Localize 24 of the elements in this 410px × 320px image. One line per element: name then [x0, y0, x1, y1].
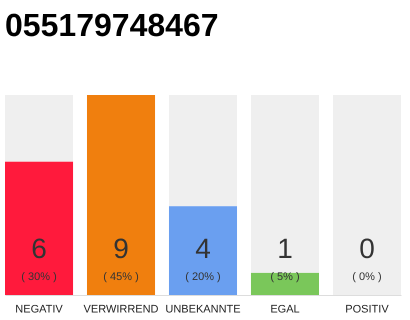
bar: [250, 272, 320, 295]
bar: [168, 95, 238, 206]
annotation: ( 45% ): [103, 271, 139, 283]
x-tick-label: VERWIRREND: [84, 304, 159, 316]
chart-title: 055179748467: [5, 7, 219, 43]
x-tick-label: EGAL: [270, 304, 300, 316]
bar: [168, 206, 238, 295]
x-tick-label: UNBEKANNTE: [165, 304, 241, 316]
annotation: 0: [359, 233, 375, 264]
x-tick-label: POSITIV: [345, 304, 390, 316]
bar: [332, 95, 401, 295]
annotation: ( 0% ): [352, 271, 382, 283]
data-label: 4: [195, 233, 211, 264]
bar: [5, 162, 74, 295]
data-label: 1: [277, 233, 293, 264]
annotation: ( 20% ): [185, 271, 221, 283]
data-label: 6: [31, 233, 47, 264]
data-label: 9: [113, 233, 129, 264]
bar: [5, 95, 74, 162]
annotation: ( 5% ): [270, 271, 300, 283]
bar: [250, 95, 320, 273]
x-tick-label: NEGATIV: [15, 304, 64, 316]
bar: [86, 95, 156, 295]
annotation: ( 30% ): [21, 271, 57, 283]
